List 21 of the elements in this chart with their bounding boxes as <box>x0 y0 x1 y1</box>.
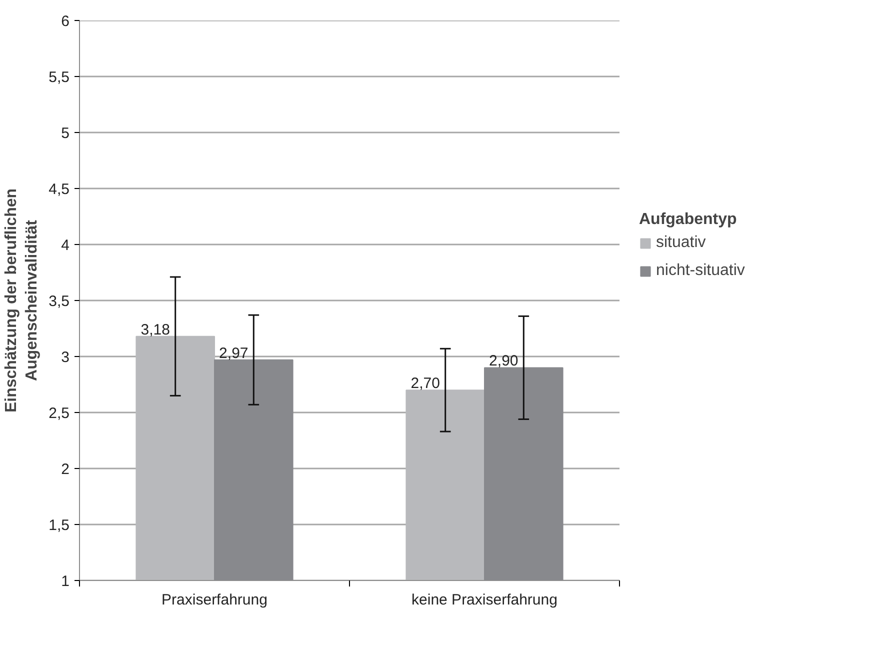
y-tick-label: 1 <box>61 573 70 590</box>
legend-label: situativ <box>656 234 706 252</box>
y-tick-label: 6 <box>61 13 70 30</box>
x-tick-label: keine Praxiserfahrung <box>412 592 558 608</box>
data-label: 2,70 <box>410 375 440 392</box>
data-label: 2,90 <box>489 352 518 370</box>
y-tick-label: 4,5 <box>48 181 70 198</box>
y-tick-label: 5 <box>61 125 70 142</box>
legend-title: Aufgabentyp <box>639 211 738 229</box>
y-tick-label: 5,5 <box>48 69 70 86</box>
y-tick-label: 2 <box>61 461 70 478</box>
y-tick-label: 4 <box>61 237 70 254</box>
y-axis-title: Einschätzung der beruflichen Augenscheinvalidität <box>3 188 41 413</box>
y-tick-label: 3 <box>61 349 70 366</box>
x-tick-label: Praxiserfahrung <box>162 592 268 608</box>
data-label: 2,97 <box>219 344 248 362</box>
y-tick-label: 1,5 <box>48 517 70 534</box>
y-tick-label: 3,5 <box>48 293 70 310</box>
data-label: 3,18 <box>140 321 170 338</box>
y-tick-label: 2,5 <box>48 405 70 422</box>
legend-label: nicht-situativ <box>656 262 745 280</box>
